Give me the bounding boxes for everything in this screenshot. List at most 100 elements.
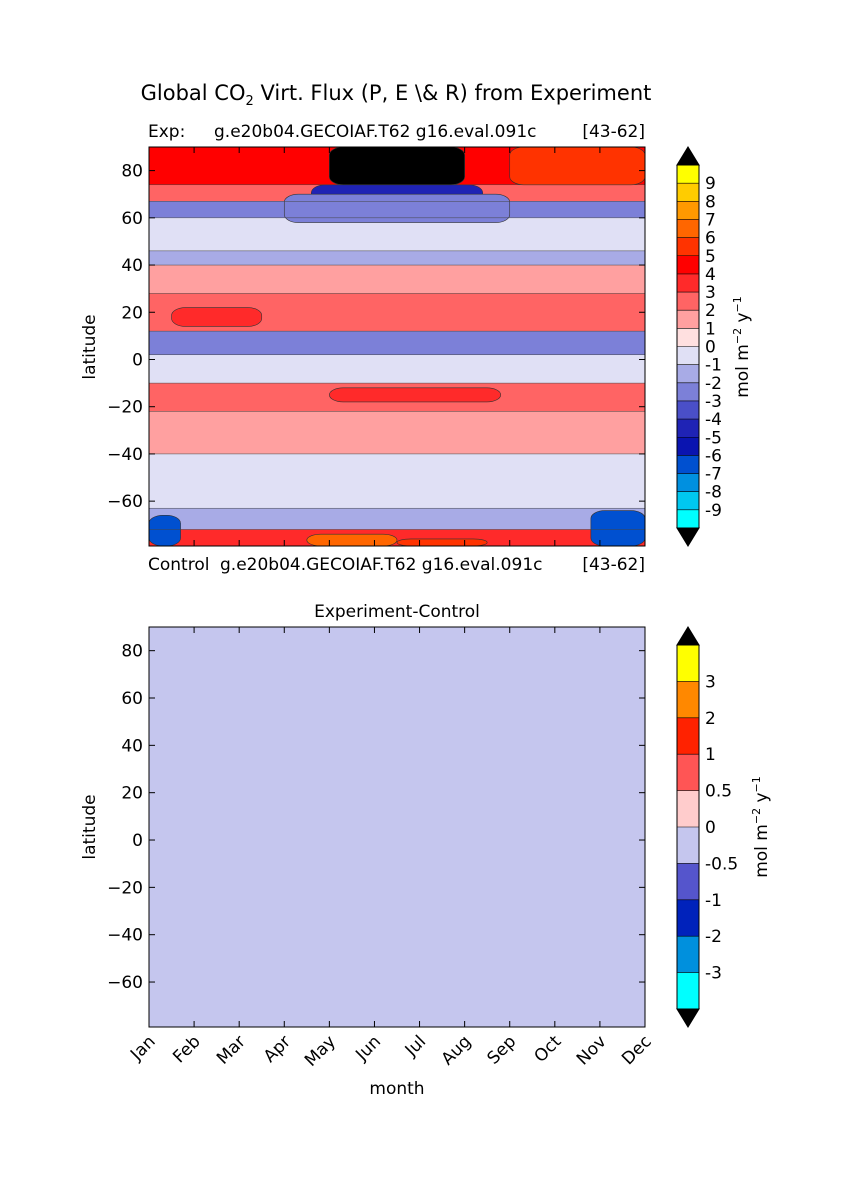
top-x-ticks [148,147,646,546]
bottom-colorbar-tick-label: 0 [705,818,716,838]
bottom-colorbar-tick-label: -0.5 [705,854,738,874]
top-feature [590,510,645,546]
bottom-x-tick-label: Jan [126,1032,159,1065]
top-band [149,508,645,530]
top-y-label: latitude [80,314,100,379]
top-y-axis: 80 60 40 20 0 −20 −40 −60 [107,162,645,512]
bottom-x-tick-label: Mar [213,1032,250,1069]
top-colorbar-swatch [677,292,699,311]
top-colorbar-tick-label: -5 [705,428,722,448]
top-colorbar-swatch [677,346,699,365]
top-colorbar-tick-label: 5 [705,247,716,267]
top-colorbar-over-arrow [676,146,700,166]
bottom-title: Experiment-Control [314,602,480,622]
figure-title: Global CO2 Virt. Flux (P, E \& R) from E… [141,81,652,109]
top-feature [283,193,511,223]
bottom-colorbar-tick-label: 0.5 [705,782,732,802]
top-colorbar-swatch [677,328,699,347]
top-feature [509,147,645,186]
top-band [149,354,645,384]
top-colorbar-tick-label: 6 [705,229,716,249]
bottom-colorbar-tick-label: 1 [705,745,716,765]
bottom-y-label: latitude [80,794,100,859]
top-heatmap [148,146,646,547]
top-left-title: Exp: [148,122,185,142]
top-colorbar-tick-label: 2 [705,301,716,321]
top-colorbar-tick-label: -3 [705,392,722,412]
bottom-colorbar-under-arrow [676,1008,700,1028]
top-colorbar-swatch [677,400,699,420]
bottom-colorbar-swatch [677,681,699,718]
bottom-y-tick-label: −60 [107,973,143,993]
bottom-colorbar-swatch [677,717,699,755]
top-band [149,453,645,509]
control-years-label: [43-62] [582,555,645,575]
bottom-x-tick-label: Feb [169,1032,204,1067]
top-plot-frame [148,146,646,547]
top-colorbar-swatch [677,473,699,492]
bottom-x-tick-label: Nov [573,1032,611,1070]
bottom-colorbar-tick-label: -1 [705,891,722,911]
top-colorbar-swatch [677,237,699,256]
bottom-x-tick-label: Aug [438,1032,476,1070]
top-y-tick-label: −20 [107,398,143,418]
bottom-y-tick-label: −20 [107,878,143,898]
bottom-y-tick-label: 80 [121,642,143,662]
bottom-x-label: month [369,1079,424,1099]
top-colorbar-tick-label: 0 [705,338,716,358]
bottom-colorbar-label: mol m−2 y−1 [750,776,772,878]
bottom-colorbar-tick-label: -2 [705,927,722,947]
top-colorbar-swatch [677,437,699,456]
top-colorbar-tick-label: 9 [705,174,716,194]
top-colorbar-tick-label: -8 [705,483,722,503]
top-center-title: g.e20b04.GECOIAF.T62 g16.eval.091c [214,122,536,142]
bottom-colorbar-swatch [677,936,699,973]
top-colorbar-tick-label: -4 [705,410,722,430]
top-colorbar-swatch [677,219,699,238]
bottom-x-tick-label: Apr [260,1032,295,1067]
bottom-colorbar-swatch [677,645,699,682]
bottom-x-tick-label: Jun [351,1032,385,1066]
bottom-x-tick-label: May [301,1032,340,1071]
top-feature [396,538,488,546]
bottom-x-tick-label: Jul [401,1032,430,1061]
bottom-x-tick-label: Oct [530,1032,565,1067]
top-colorbar-swatch [677,455,699,474]
bottom-y-tick-label: 40 [121,736,143,756]
bottom-fill-region [149,627,645,1027]
top-y-tick-label: 40 [121,256,143,276]
top-colorbar-swatch [677,165,699,184]
top-colorbar-swatch [677,382,699,401]
top-colorbar-swatch [677,310,699,329]
top-y-tick-label: −40 [107,445,143,465]
top-y-tick-label: 0 [132,350,143,370]
top-y-tick-label: 80 [121,162,143,182]
top-band [149,529,645,546]
bottom-colorbar-tick-label: 3 [705,672,716,692]
top-y-tick-label: −60 [107,492,143,512]
top-colorbar-swatch [677,255,699,274]
bottom-colorbar-tick-label: -3 [705,964,722,984]
top-colorbar-tick-label: 3 [705,283,716,303]
top-feature [306,533,398,546]
top-colorbar-tick-label: 7 [705,210,716,230]
bottom-x-tick-label: Sep [484,1032,521,1069]
top-colorbar-tick-label: -6 [705,446,722,466]
control-label: Control [148,555,209,575]
top-colorbar-swatch [677,364,699,383]
top-band [149,331,645,355]
bottom-x-tick-label: Dec [618,1032,655,1069]
bottom-colorbar: 3 2 1 0.5 0 -0.5 -1 -2 -3 [676,626,738,1028]
top-feature [149,515,181,546]
top-feature [329,147,465,186]
top-colorbar-tick-label: 1 [705,319,716,339]
top-colorbar-swatch [677,201,699,220]
bottom-colorbar-over-arrow [676,626,700,646]
top-y-tick-label: 20 [121,303,143,323]
top-band [149,217,645,251]
bottom-colorbar-swatch [677,863,699,900]
bottom-colorbar-swatch [677,972,699,1009]
top-right-title: [43-62] [582,122,645,142]
